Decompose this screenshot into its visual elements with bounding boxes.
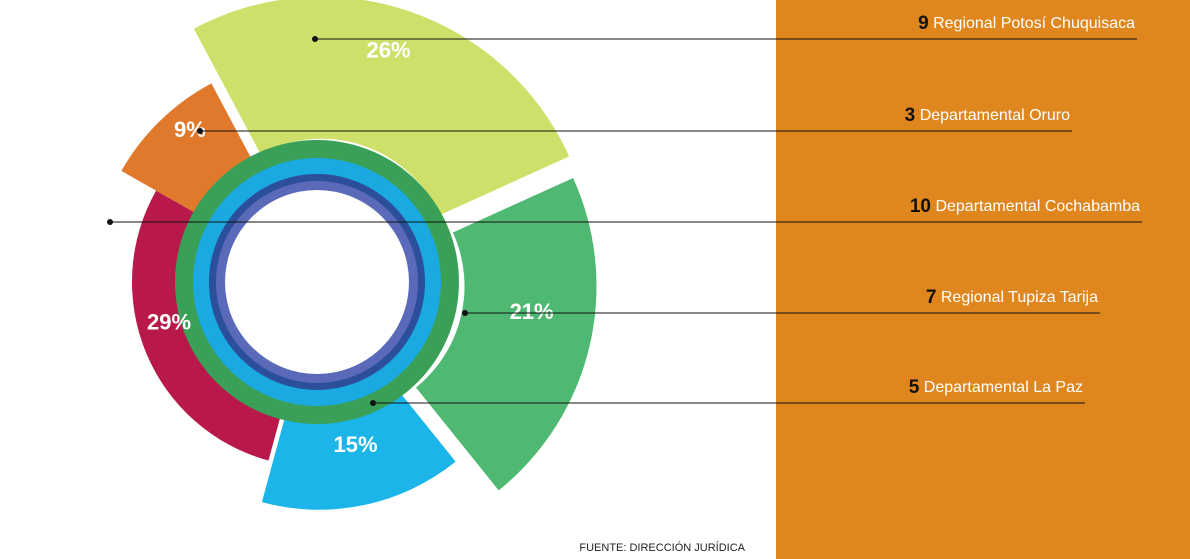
legend-entry: 10 Departamental Cochabamba bbox=[910, 196, 1140, 217]
hole bbox=[225, 190, 409, 374]
legend-count: 10 bbox=[910, 196, 931, 217]
legend-entry: 3 Departamental Oruro bbox=[905, 105, 1070, 126]
pie-slice bbox=[193, 0, 570, 216]
legend-entry: 5 Departamental La Paz bbox=[909, 377, 1083, 398]
legend-label: Regional Potosí Chuquisaca bbox=[933, 15, 1135, 32]
data-label: 29% bbox=[147, 309, 191, 334]
legend-label: Departamental Cochabamba bbox=[935, 198, 1140, 215]
labels: 26%21%15%29%9%9 Regional Potosí Chuquisa… bbox=[107, 13, 1142, 457]
legend-label: Departamental La Paz bbox=[924, 379, 1083, 396]
leader-dot bbox=[462, 310, 468, 316]
legend-entry: 7 Regional Tupiza Tarija bbox=[926, 287, 1098, 308]
leader-dot bbox=[107, 219, 113, 225]
leader-dot bbox=[312, 36, 318, 42]
legend-label: Departamental Oruro bbox=[920, 107, 1070, 124]
leader-dot bbox=[370, 400, 376, 406]
legend-panel bbox=[776, 0, 1190, 559]
legend-label: Regional Tupiza Tarija bbox=[941, 289, 1098, 306]
data-label: 21% bbox=[510, 299, 554, 324]
legend-count: 3 bbox=[905, 105, 916, 126]
legend-count: 7 bbox=[926, 287, 937, 308]
pie-slice bbox=[415, 177, 597, 491]
data-label: 26% bbox=[367, 38, 411, 63]
leader-dot bbox=[197, 128, 203, 134]
legend-count: 5 bbox=[909, 377, 920, 398]
data-label: 15% bbox=[334, 432, 378, 457]
legend-count: 9 bbox=[918, 13, 929, 34]
legend-entry: 9 Regional Potosí Chuquisaca bbox=[918, 13, 1135, 34]
source: FUENTE: DIRECCIÓN JURÍDICA bbox=[579, 541, 745, 554]
